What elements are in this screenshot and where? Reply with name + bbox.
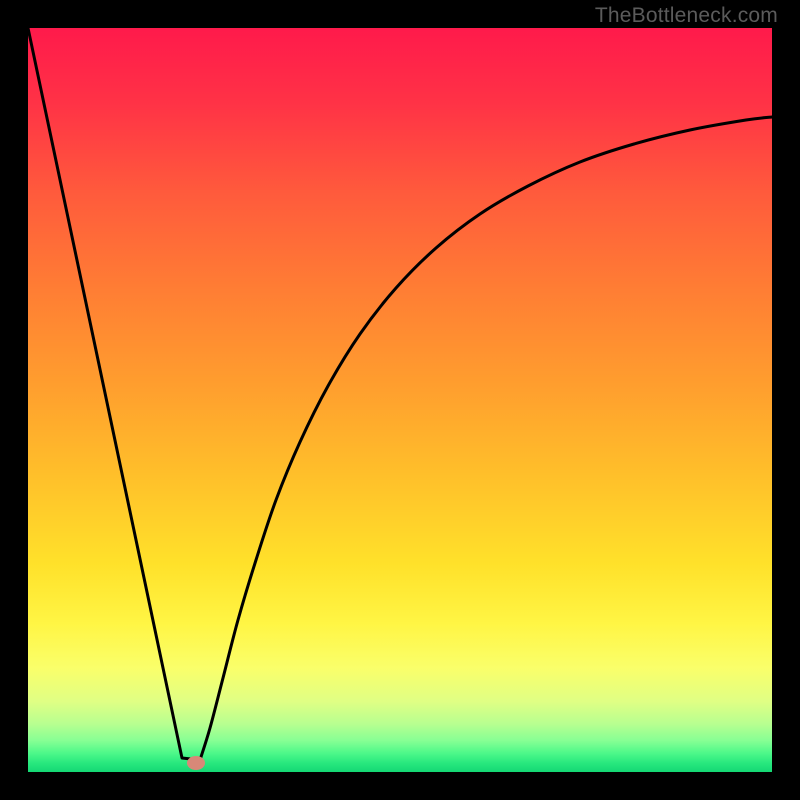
plot-area xyxy=(28,28,772,772)
gradient-background xyxy=(28,28,772,772)
chart-svg xyxy=(0,0,800,800)
minimum-marker xyxy=(187,756,205,770)
chart-frame: TheBottleneck.com xyxy=(0,0,800,800)
watermark-text: TheBottleneck.com xyxy=(595,4,778,28)
